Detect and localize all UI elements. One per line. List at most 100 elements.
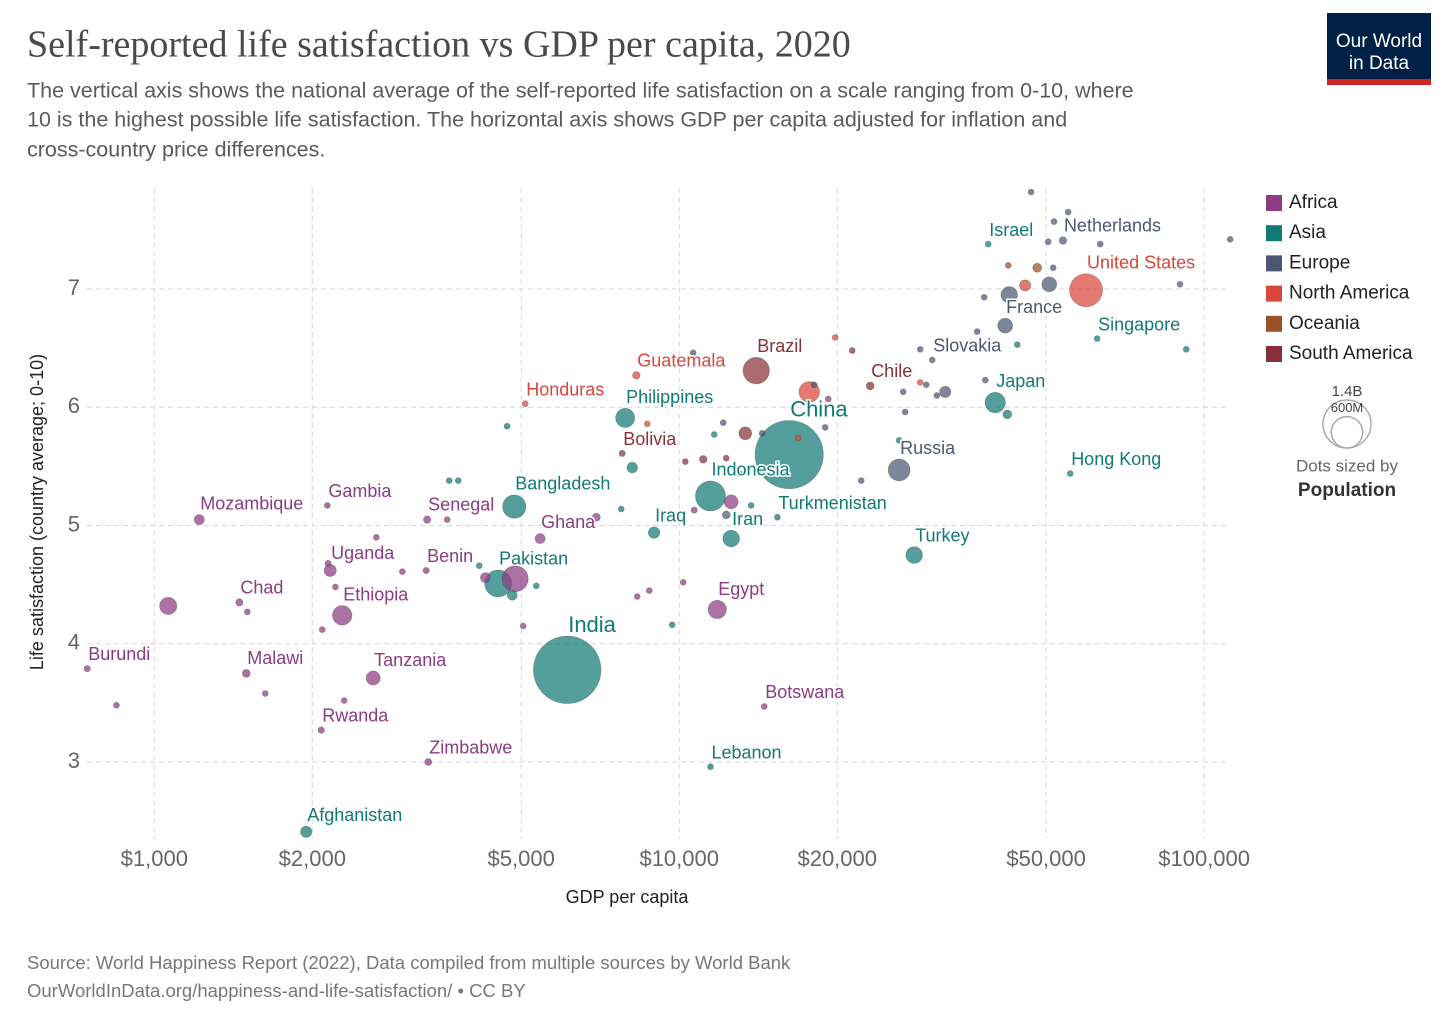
- data-label: Zimbabwe: [429, 737, 512, 757]
- data-label: Iran: [732, 509, 763, 529]
- bubble: [501, 565, 529, 593]
- bubble: [643, 420, 651, 428]
- legend-item[interactable]: Oceania: [1266, 313, 1360, 334]
- x-tick-label: $20,000: [797, 846, 877, 871]
- bubble: [758, 429, 766, 437]
- source: Source: World Happiness Report (2022), D…: [27, 952, 791, 973]
- logo-text: Our World: [1336, 31, 1422, 52]
- legend-swatch: [1266, 285, 1282, 302]
- bubble: [318, 626, 326, 633]
- x-tick-label: $100,000: [1158, 846, 1250, 871]
- bubble: [422, 566, 430, 574]
- bubble: [632, 371, 641, 380]
- data-label: Brazil: [757, 336, 802, 356]
- legend-item[interactable]: Africa: [1266, 192, 1338, 213]
- x-tick-label: $10,000: [639, 846, 719, 871]
- bubble: [519, 622, 527, 630]
- y-tick-label: 6: [68, 393, 80, 418]
- bubble: [1004, 262, 1012, 269]
- bubble: [865, 381, 875, 391]
- bubble: [626, 461, 638, 474]
- data-label: France: [1006, 297, 1062, 317]
- data-label: Gambia: [328, 481, 392, 501]
- data-label: Hong Kong: [1071, 449, 1161, 469]
- data-label: Turkmenistan: [778, 493, 886, 513]
- logo-bar: [1327, 79, 1431, 85]
- bubble: [332, 605, 353, 626]
- bubble: [159, 596, 178, 615]
- legend-swatch: [1266, 195, 1282, 211]
- data-label: Singapore: [1098, 314, 1180, 334]
- bubble: [475, 562, 483, 570]
- bubble: [922, 381, 930, 389]
- data-label: Indonesia: [711, 460, 790, 480]
- bubble: [1050, 218, 1058, 225]
- data-label: Burundi: [88, 644, 150, 664]
- bubble: [742, 357, 770, 385]
- legend-label: South America: [1289, 343, 1413, 364]
- bubble: [617, 505, 625, 513]
- bubble: [679, 578, 687, 586]
- bubble: [722, 454, 730, 462]
- bubble: [754, 420, 824, 490]
- bubble: [901, 408, 909, 416]
- bubble: [1096, 240, 1104, 248]
- bubble: [939, 385, 952, 398]
- bubble: [502, 494, 527, 519]
- bubble: [241, 669, 251, 678]
- bubble: [443, 516, 451, 523]
- data-label: Bolivia: [623, 429, 677, 449]
- bubble: [1093, 335, 1101, 343]
- bubble: [532, 582, 540, 590]
- bubble: [984, 240, 992, 248]
- x-axis-title: GDP per capita: [566, 887, 690, 907]
- bubble: [681, 458, 689, 466]
- bubble: [695, 480, 726, 512]
- bubble: [699, 455, 708, 464]
- x-tick-label: $50,000: [1006, 846, 1086, 871]
- bubble: [454, 477, 462, 484]
- bubble: [323, 564, 337, 577]
- bubble: [480, 572, 491, 583]
- legend-item[interactable]: Europe: [1266, 252, 1350, 273]
- legend-item[interactable]: North America: [1266, 283, 1410, 304]
- legend-item[interactable]: South America: [1266, 343, 1413, 364]
- bubble: [774, 513, 781, 521]
- size-legend-label: 1.4B: [1332, 383, 1363, 400]
- bubble: [83, 665, 91, 673]
- data-label: Senegal: [428, 495, 494, 515]
- bubble: [824, 395, 832, 403]
- bubble: [997, 317, 1013, 334]
- bubble: [591, 512, 601, 522]
- legend-item[interactable]: Asia: [1266, 222, 1326, 243]
- bubble: [916, 379, 924, 386]
- bubble: [810, 381, 818, 389]
- bubble: [1176, 280, 1184, 288]
- bubble: [905, 546, 923, 564]
- bubble: [707, 599, 727, 620]
- bubble: [984, 391, 1006, 414]
- y-tick-label: 3: [68, 748, 80, 773]
- size-legend-title: Dots sized by: [1296, 456, 1399, 475]
- bubble: [760, 703, 768, 710]
- size-legend-circle: [1330, 415, 1364, 449]
- data-label: Mozambique: [200, 493, 303, 513]
- bubble: [521, 400, 529, 408]
- bubble: [980, 293, 988, 301]
- bubble: [423, 515, 432, 524]
- bubble: [647, 526, 661, 539]
- data-label: Afghanistan: [307, 805, 402, 825]
- bubble: [928, 356, 936, 364]
- bubble: [633, 593, 641, 600]
- bubble: [857, 477, 865, 484]
- data-label: China: [790, 396, 848, 421]
- bubble: [738, 426, 753, 441]
- bubble: [193, 514, 205, 526]
- size-legend-variable: Population: [1298, 480, 1396, 501]
- data-label: Rwanda: [322, 706, 389, 726]
- data-label: Chile: [871, 361, 912, 381]
- bubble: [372, 534, 380, 541]
- bubble: [794, 434, 802, 442]
- bubble: [973, 328, 981, 335]
